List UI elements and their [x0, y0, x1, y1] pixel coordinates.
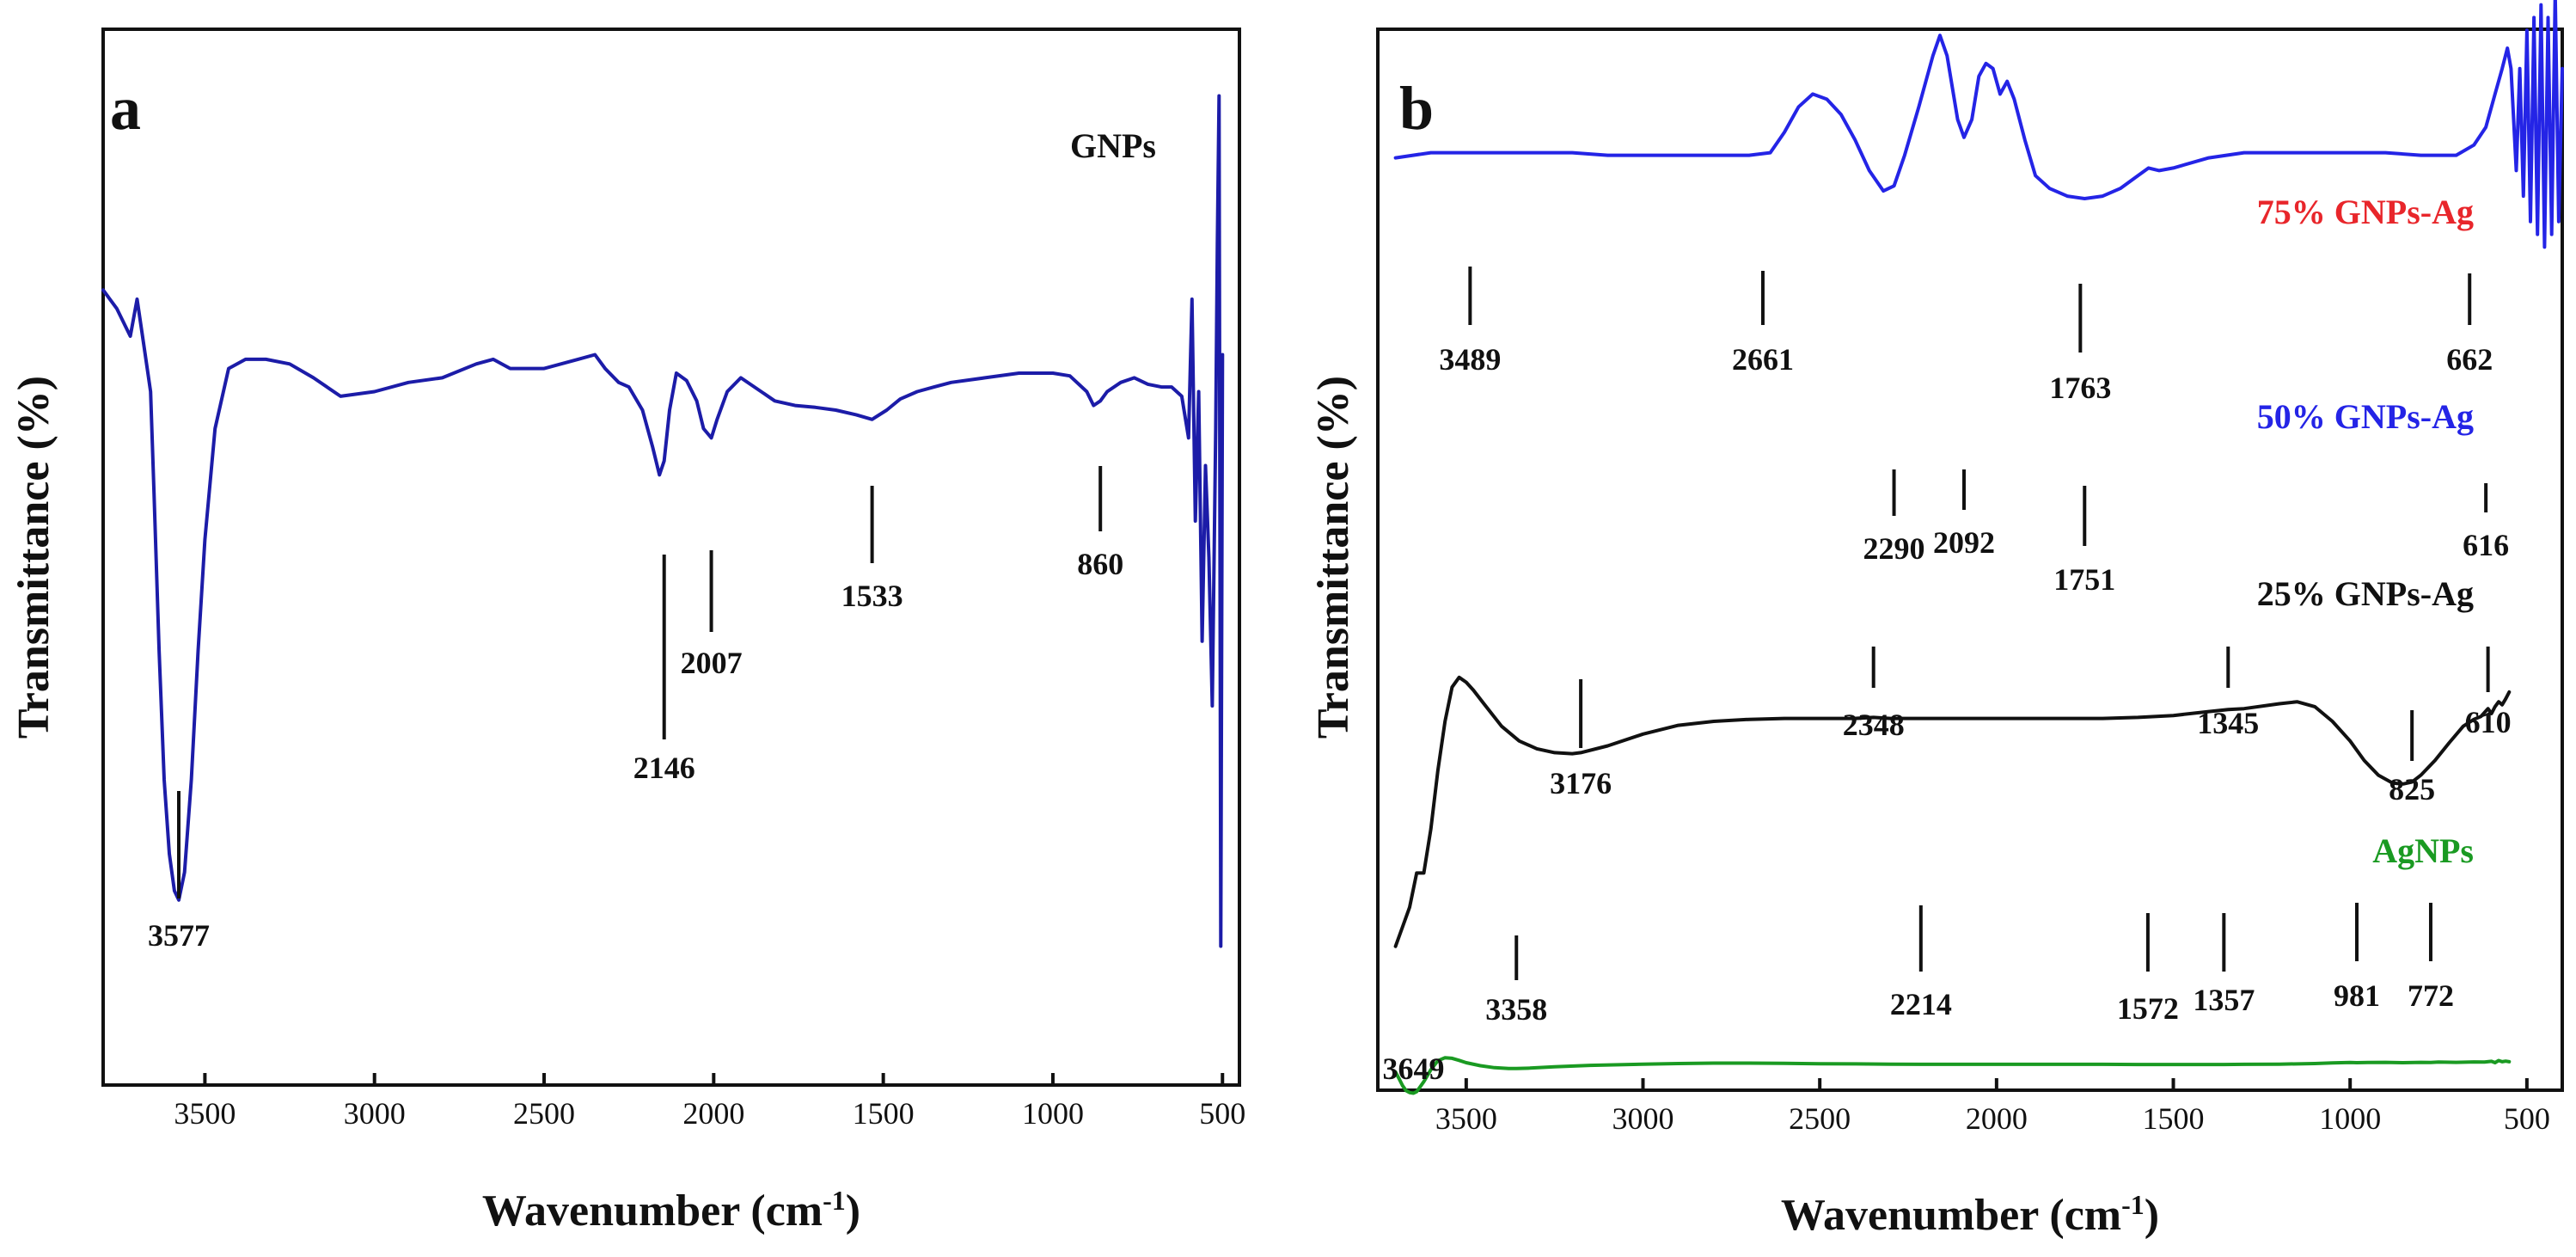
peak-label-610: 610: [2465, 705, 2512, 739]
series-label-agnps: AgNPs: [2372, 831, 2474, 870]
series-line-gnps: [101, 94, 1225, 948]
peak-label-3649: 3649: [1383, 1052, 1445, 1086]
series-line-agnps: [1393, 1056, 2512, 1095]
x-tick-label-3500: 3500: [174, 1096, 236, 1131]
panel-b-series: [1393, 0, 2564, 1095]
peak-label-2661: 2661: [1732, 342, 1794, 377]
peak-label-2092: 2092: [1933, 525, 1995, 560]
peak-label-2146: 2146: [633, 751, 695, 785]
panel-b-frame: [1376, 28, 2564, 1092]
series-line-50-gnps-ag: [1393, 0, 2564, 249]
panel-b-x-axis-title-end: ): [2145, 1191, 2159, 1240]
peak-label-860: 860: [1077, 547, 1123, 581]
x-tick-label-500: 500: [1199, 1096, 1245, 1131]
series-line-25-gnps-ag: [1393, 675, 2512, 948]
panel-b-peak-annotations: 3489 2661 1763 662 2290 2092 1751 616 3176 2348 13…: [1383, 267, 2512, 1086]
x-tick-label-2500: 2500: [513, 1096, 575, 1131]
peak-label-1357: 1357: [2193, 983, 2255, 1017]
peak-label-2290: 2290: [1863, 531, 1925, 566]
panel-a-x-axis-title-end: ): [846, 1186, 860, 1236]
peak-label-825: 825: [2389, 772, 2435, 806]
panel-b-x-axis-title-main: Wavenumber (cm: [1781, 1191, 2121, 1240]
x-tick-label-1500: 1500: [853, 1096, 915, 1131]
peak-label-2214: 2214: [1890, 987, 1952, 1021]
panel-b-y-axis-title: Transmittance (%): [1309, 376, 1358, 739]
x-tick-label-2500: 2500: [1789, 1101, 1851, 1136]
panel-a-peak-annotations: 3577 2146 2007 1533 860: [148, 466, 1123, 953]
x-tick-label-500: 500: [2504, 1101, 2550, 1136]
peak-label-981: 981: [2334, 978, 2380, 1013]
peak-label-3577: 3577: [148, 918, 210, 953]
x-tick-label-1000: 1000: [1022, 1096, 1084, 1131]
x-tick-label-1000: 1000: [2319, 1101, 2381, 1136]
x-tick-label-2000: 2000: [1966, 1101, 2028, 1136]
x-tick-label-3000: 3000: [1612, 1101, 1674, 1136]
panel-a-y-axis-title: Transmittance (%): [9, 376, 58, 739]
panel-a: a 3500 3000 2500 2000 1500 1000 500 3577 2146 20…: [9, 28, 1245, 1236]
peak-label-1751: 1751: [2053, 562, 2115, 597]
peak-label-3358: 3358: [1485, 992, 1547, 1027]
peak-label-1572: 1572: [2117, 991, 2179, 1026]
peak-label-1763: 1763: [2049, 371, 2111, 405]
panel-a-x-ticks: [203, 1073, 1225, 1085]
x-tick-label-2000: 2000: [682, 1096, 744, 1131]
x-tick-label-3500: 3500: [1435, 1101, 1497, 1136]
peak-label-3176: 3176: [1550, 766, 1612, 800]
x-tick-label-3000: 3000: [344, 1096, 406, 1131]
series-label-50-gnps-ag: 50% GNPs-Ag: [2257, 397, 2474, 436]
panel-b-x-ticks: [1464, 1078, 2529, 1090]
panel-a-series: [101, 94, 1225, 948]
x-tick-label-1500: 1500: [2143, 1101, 2205, 1136]
panel-a-letter: a: [110, 74, 141, 143]
panel-b-x-axis-title-sup: -1: [2121, 1189, 2145, 1220]
peak-label-1345: 1345: [2197, 706, 2259, 740]
panel-a-x-axis-title: Wavenumber (cm-1): [482, 1185, 860, 1236]
panel-a-x-axis-title-sup: -1: [823, 1185, 846, 1216]
panel-a-series-label: GNPs: [1070, 126, 1156, 165]
peak-label-3489: 3489: [1439, 342, 1501, 377]
peak-label-2007: 2007: [681, 646, 743, 680]
peak-label-1533: 1533: [841, 579, 903, 613]
peak-label-662: 662: [2446, 342, 2493, 377]
peak-label-772: 772: [2408, 978, 2454, 1013]
panel-a-x-tick-labels: 3500 3000 2500 2000 1500 1000 500: [174, 1096, 1245, 1131]
series-label-75-gnps-ag: 75% GNPs-Ag: [2257, 193, 2474, 231]
panel-b-letter: b: [1399, 74, 1434, 143]
panel-b-x-tick-labels: 3500 3000 2500 2000 1500 1000 500: [1435, 1101, 2550, 1136]
peak-label-616: 616: [2463, 528, 2509, 562]
panel-a-x-axis-title-main: Wavenumber (cm: [482, 1186, 823, 1236]
panel-a-frame: [101, 28, 1241, 1087]
panel-b-x-axis-title: Wavenumber (cm-1): [1781, 1189, 2159, 1240]
panel-b: b 3500 3000 2500 2000 1500 1000 500 3489 2661 17…: [1309, 0, 2564, 1240]
peak-label-2348: 2348: [1843, 708, 1905, 742]
series-label-25-gnps-ag: 25% GNPs-Ag: [2257, 574, 2474, 613]
